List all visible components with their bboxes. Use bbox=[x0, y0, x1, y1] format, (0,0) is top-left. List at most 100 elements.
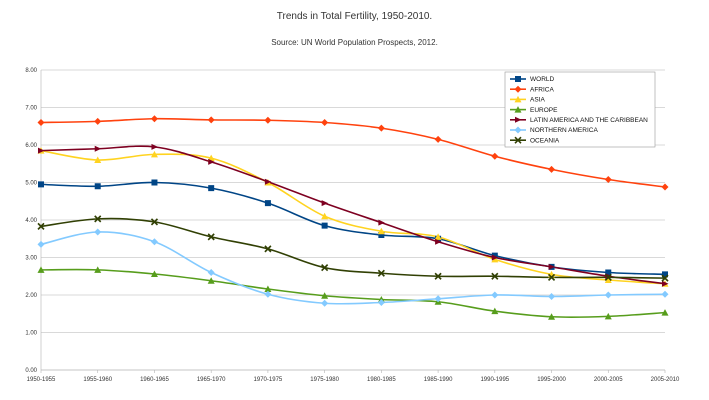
x-tick-label: 1980-1985 bbox=[367, 377, 396, 383]
x-tick-labels: 1950-1955 1955-1960 1960-1965 1965-1970 1970… bbox=[27, 377, 680, 383]
data-point bbox=[207, 233, 215, 241]
data-point bbox=[661, 183, 669, 191]
x-tick-label: 1975-1980 bbox=[310, 377, 339, 383]
data-point bbox=[434, 135, 442, 143]
data-point bbox=[94, 117, 102, 125]
series-line bbox=[40, 181, 666, 276]
legend-entry: LATIN AMERICA AND THE CARIBBEAN bbox=[530, 117, 648, 124]
data-point bbox=[434, 272, 442, 280]
data-point bbox=[548, 293, 556, 300]
data-point bbox=[150, 270, 158, 277]
data-point bbox=[150, 150, 158, 158]
data-point bbox=[151, 179, 158, 186]
series-line bbox=[40, 149, 666, 285]
legend-entry: ASIA bbox=[530, 97, 545, 104]
data-point bbox=[378, 219, 385, 226]
y-tick-label: 1.00 bbox=[25, 331, 37, 337]
data-point bbox=[604, 312, 612, 320]
data-point bbox=[264, 285, 272, 292]
y-tick-labels: 0.00 1.00 2.00 3.00 4.00 5.00 6.00 7.00 8.00 bbox=[25, 68, 37, 374]
data-point bbox=[207, 269, 215, 276]
x-tick-label: 1995-2000 bbox=[537, 377, 566, 383]
data-point bbox=[604, 276, 612, 283]
legend-entry: NORTHERN AMERICA bbox=[530, 127, 598, 134]
data-point bbox=[377, 269, 385, 277]
data-point bbox=[491, 152, 499, 160]
data-point bbox=[37, 240, 45, 248]
data-point bbox=[208, 158, 215, 165]
x-tick-label: 1965-1970 bbox=[197, 377, 226, 383]
data-point bbox=[434, 295, 442, 303]
data-point bbox=[150, 218, 159, 226]
data-point bbox=[377, 124, 385, 132]
data-point bbox=[151, 143, 158, 150]
data-point bbox=[321, 200, 329, 207]
x-tick-label: 1985-1990 bbox=[424, 377, 453, 383]
legend: WORLD AFRICA ASIA EUROPE LATIN AMERICA AND T… bbox=[504, 71, 656, 148]
data-point bbox=[604, 291, 612, 299]
x-tick-label: 2000-2005 bbox=[594, 377, 623, 383]
data-point bbox=[548, 313, 556, 320]
data-point bbox=[491, 255, 499, 263]
data-point bbox=[491, 291, 499, 299]
legend-entry: WORLD bbox=[530, 76, 555, 83]
data-point bbox=[435, 238, 442, 245]
data-point bbox=[207, 116, 215, 124]
legend-box bbox=[504, 71, 656, 148]
data-point bbox=[548, 263, 556, 270]
chart-title: Trends in Total Fertility, 1950-2010. bbox=[276, 11, 433, 22]
data-point bbox=[377, 227, 385, 235]
data-point bbox=[661, 274, 669, 282]
legend-marker bbox=[514, 106, 522, 113]
series-markers bbox=[37, 115, 669, 320]
x-tick-label: 1950-1955 bbox=[27, 377, 56, 383]
data-point bbox=[491, 272, 499, 280]
legend-marker bbox=[514, 95, 522, 103]
data-point bbox=[377, 299, 385, 306]
y-tick-label: 5.00 bbox=[25, 181, 37, 187]
data-point bbox=[547, 273, 556, 281]
data-point bbox=[604, 176, 612, 183]
data-point bbox=[264, 245, 272, 253]
data-point bbox=[38, 147, 45, 154]
data-point bbox=[37, 222, 45, 230]
data-point bbox=[264, 116, 272, 124]
data-point bbox=[491, 252, 498, 259]
data-point bbox=[94, 228, 102, 236]
data-point bbox=[321, 222, 328, 229]
data-point bbox=[321, 212, 329, 220]
legend-marker bbox=[514, 126, 522, 134]
data-point bbox=[321, 119, 329, 126]
legend-entry: AFRICA bbox=[530, 86, 555, 93]
legend-marker bbox=[514, 85, 522, 93]
data-point bbox=[604, 273, 612, 281]
data-point bbox=[378, 232, 385, 238]
x-tick-label: 1955-1960 bbox=[83, 377, 112, 383]
legend-entry: EUROPE bbox=[530, 107, 558, 114]
series-line bbox=[40, 217, 666, 279]
y-tick-label: 6.00 bbox=[25, 143, 37, 149]
data-point bbox=[491, 254, 499, 261]
data-point bbox=[94, 215, 102, 223]
data-point bbox=[548, 165, 556, 173]
data-point bbox=[264, 178, 272, 185]
data-point bbox=[94, 183, 101, 190]
data-point bbox=[662, 271, 668, 278]
y-tick-label: 7.00 bbox=[25, 106, 37, 112]
data-point bbox=[150, 115, 158, 123]
legend-marker bbox=[515, 76, 521, 82]
x-tick-label: 1960-1965 bbox=[140, 377, 169, 383]
data-point bbox=[321, 264, 329, 272]
legend-marker bbox=[514, 136, 522, 144]
data-point bbox=[264, 290, 272, 298]
data-point bbox=[662, 280, 669, 287]
data-point bbox=[605, 269, 612, 276]
y-tick-label: 8.00 bbox=[25, 68, 37, 74]
data-point bbox=[321, 299, 329, 307]
series-line bbox=[40, 268, 666, 318]
x-tick-label: 1990-1995 bbox=[480, 377, 509, 383]
data-point bbox=[94, 145, 102, 152]
y-tick-label: 3.00 bbox=[25, 256, 37, 262]
x-tick-label: 2005-2010 bbox=[651, 377, 680, 383]
